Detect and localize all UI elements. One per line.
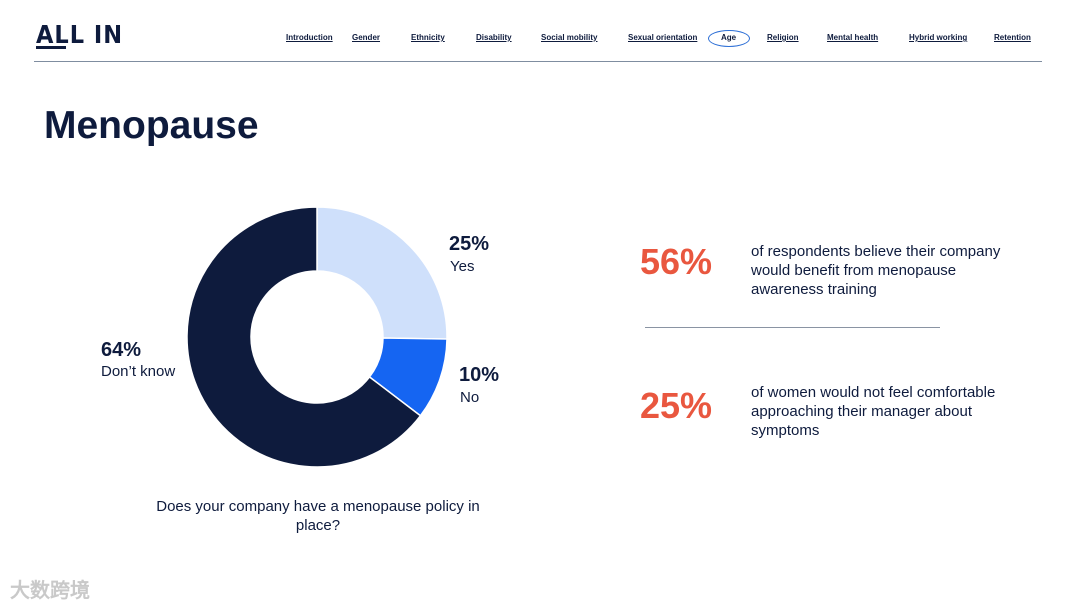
slice-dontknow-label: Don’t know	[101, 363, 176, 380]
stats-divider	[645, 327, 940, 328]
slice-dontknow-percent: 64%	[101, 339, 142, 361]
nav-sexual-orientation[interactable]: Sexual orientation	[628, 33, 698, 42]
stat-value-1: 56%	[640, 241, 713, 282]
nav-hybrid-working[interactable]: Hybrid working	[909, 33, 968, 42]
donut-slice-yes	[316, 206, 448, 340]
active-nav-indicator	[708, 30, 750, 47]
slice-yes-percent: 25%	[449, 233, 490, 255]
page-title: Menopause	[44, 104, 259, 147]
nav-social-mobility[interactable]: Social mobility	[541, 33, 598, 42]
chart-question: Does your company have a menopause polic…	[156, 498, 480, 534]
slice-no-percent: 10%	[459, 364, 500, 386]
nav-gender[interactable]: Gender	[352, 33, 381, 42]
nav-mental-health[interactable]: Mental health	[827, 33, 879, 42]
donut-slice-don-t-know	[186, 206, 422, 468]
nav-religion[interactable]: Religion	[767, 33, 799, 42]
header-divider	[34, 61, 1042, 62]
watermark: 大数跨境	[10, 580, 90, 602]
donut-chart	[186, 206, 448, 468]
stat-value-2: 25%	[640, 385, 713, 426]
brand-logo[interactable]: ALL IN	[36, 20, 124, 49]
top-navigation: Introduction Gender Ethnicity Disability…	[0, 33, 1080, 47]
nav-ethnicity[interactable]: Ethnicity	[411, 33, 445, 42]
nav-introduction[interactable]: Introduction	[286, 33, 333, 42]
stat-text-2: of women would not feel comfortable appr…	[751, 384, 996, 439]
nav-age[interactable]: Age	[721, 33, 737, 42]
logo-underline	[36, 46, 66, 49]
nav-disability[interactable]: Disability	[476, 33, 512, 42]
slice-yes-label: Yes	[450, 258, 475, 275]
stat-text-1: of respondents believe their company wou…	[751, 243, 1001, 298]
slice-no-label: No	[460, 389, 480, 406]
nav-retention[interactable]: Retention	[994, 33, 1031, 42]
